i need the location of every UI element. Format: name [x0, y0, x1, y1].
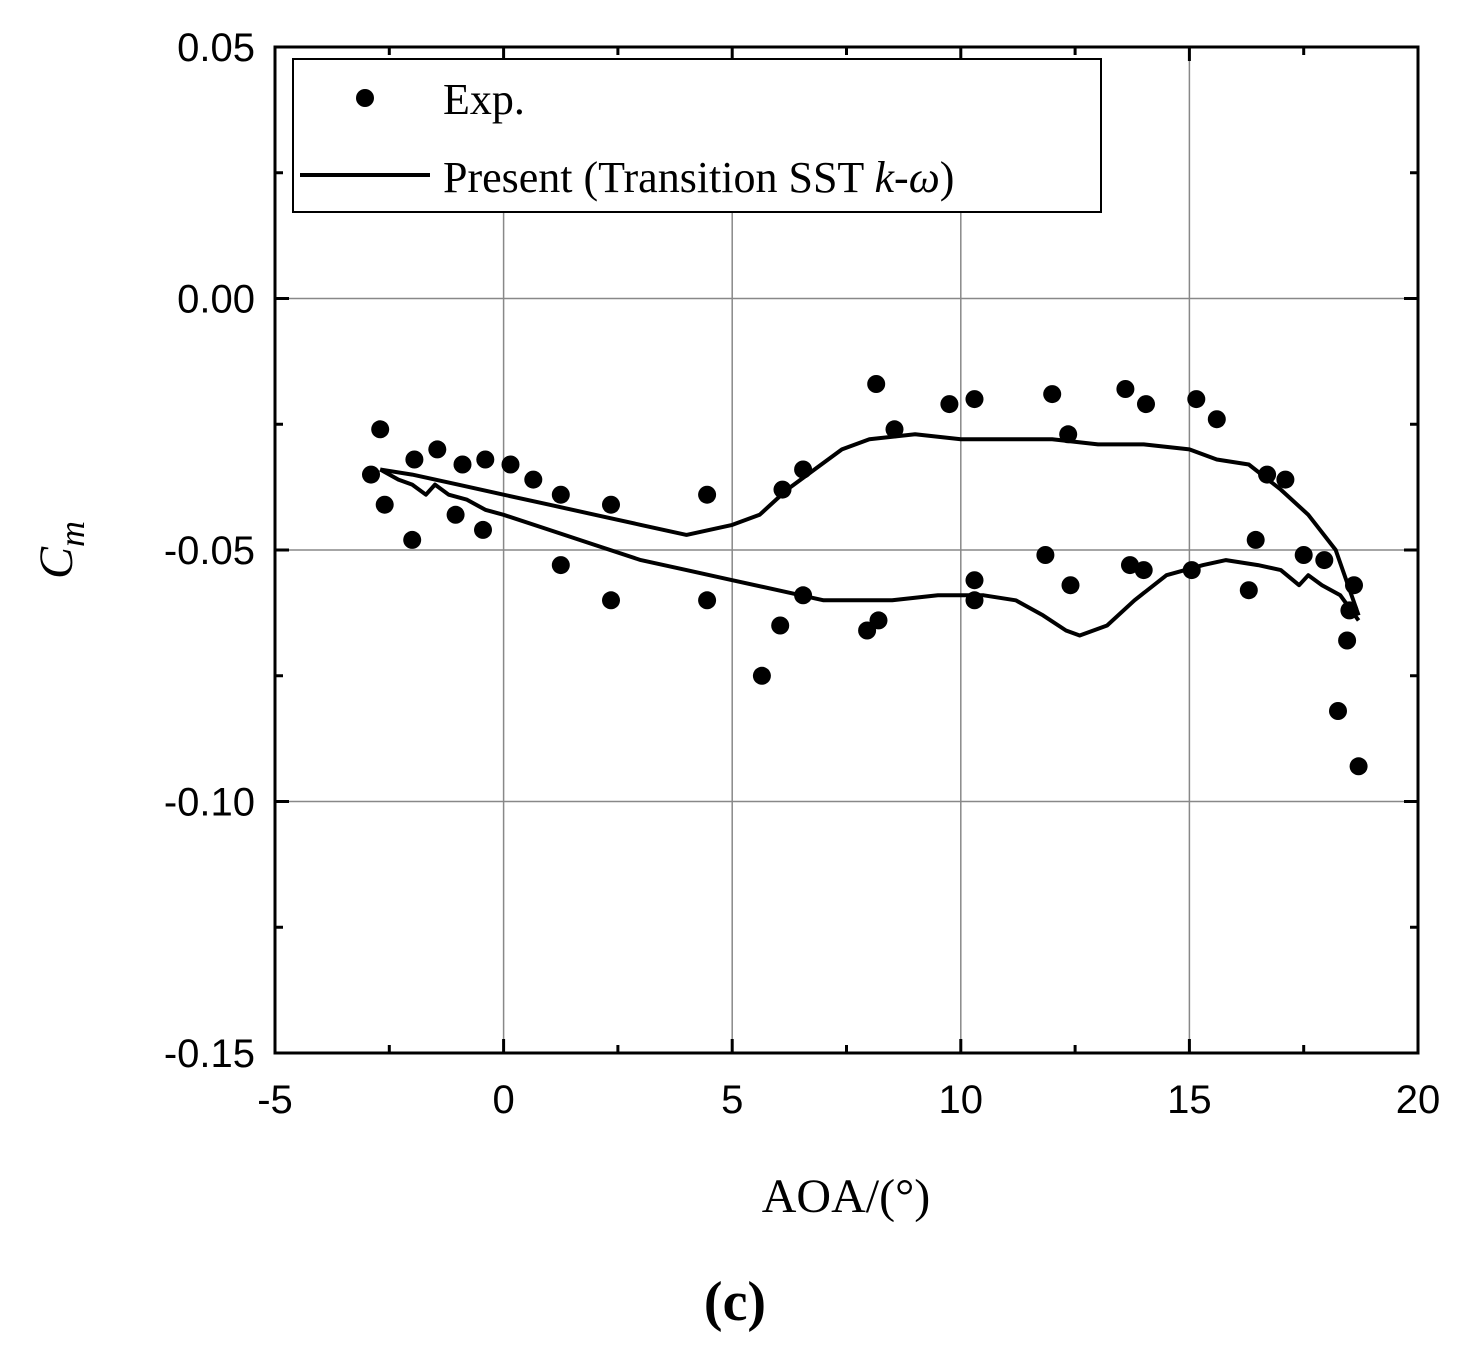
data-point-exp — [1121, 556, 1139, 575]
legend-label-present: Present (Transition SST k-ω) — [443, 153, 954, 202]
y-tick-label: -0.05 — [164, 529, 255, 573]
legend-label-present-prefix: Present (Transition SST — [443, 153, 875, 202]
y-tick-label: -0.10 — [164, 781, 255, 825]
y-tick-label: -0.15 — [164, 1032, 255, 1076]
plot-frame — [273, 45, 1420, 1055]
grid — [275, 47, 1418, 1053]
y-tick-label: 0.00 — [177, 278, 255, 322]
x-tick-label: 15 — [1167, 1078, 1212, 1122]
data-point-exp — [1207, 410, 1226, 429]
data-point-exp — [1246, 530, 1265, 549]
series-lines — [379, 432, 1361, 638]
data-point-exp — [1134, 561, 1153, 580]
data-point-exp — [428, 440, 447, 459]
data-point-exp — [474, 520, 492, 539]
data-point-exp — [965, 571, 984, 590]
legend-box — [292, 58, 1102, 213]
legend-label-exp: Exp. — [443, 75, 525, 124]
data-point-exp — [1329, 702, 1347, 720]
data-point-exp — [794, 586, 813, 605]
data-point-exp — [885, 420, 904, 439]
data-point-exp — [501, 455, 520, 474]
data-point-exp — [965, 591, 984, 610]
data-point-exp — [476, 450, 495, 469]
x-tick-label: 5 — [721, 1078, 743, 1122]
data-point-exp — [1061, 576, 1080, 595]
x-tick-label: 10 — [939, 1078, 984, 1122]
data-point-exp — [940, 395, 959, 414]
series-line-present-2 — [379, 432, 1361, 617]
data-point-exp — [453, 455, 472, 474]
data-point-exp — [1349, 757, 1368, 776]
series-points — [362, 375, 1368, 776]
x-tick-labels: -5 0 5 10 15 20 — [257, 1078, 1440, 1122]
data-point-exp — [698, 485, 717, 504]
x-axis-title: AOA/(°) — [762, 1170, 931, 1223]
y-axis-title-sub: m — [52, 521, 92, 547]
data-point-exp — [1315, 551, 1334, 570]
legend-label-k: k — [875, 153, 896, 202]
data-point-exp — [551, 485, 570, 504]
x-tick-label: -5 — [257, 1078, 293, 1122]
y-tick-label: 0.05 — [177, 26, 255, 70]
legend-label-present-suffix: ) — [940, 153, 955, 202]
data-point-exp — [602, 495, 620, 514]
data-point-exp — [867, 375, 886, 393]
x-tick-label: 20 — [1396, 1078, 1441, 1122]
x-tick-label: 0 — [492, 1078, 514, 1122]
data-point-exp — [1345, 576, 1363, 595]
data-point-exp — [1258, 465, 1277, 484]
data-point-exp — [1338, 631, 1357, 650]
data-point-exp — [1137, 395, 1155, 414]
data-point-exp — [602, 591, 620, 610]
data-point-exp — [403, 530, 422, 549]
data-point-exp — [698, 591, 717, 610]
data-point-exp — [1116, 380, 1135, 398]
data-point-exp — [405, 450, 424, 469]
data-point-exp — [965, 390, 984, 409]
data-point-exp — [375, 495, 394, 514]
series-line-present-1 — [379, 467, 1361, 638]
data-point-exp — [1182, 561, 1201, 580]
legend: Exp. Present (Transition SST k-ω) — [292, 58, 1102, 213]
y-axis-title-main: C — [30, 546, 83, 579]
data-point-exp — [771, 616, 790, 635]
data-point-exp — [446, 505, 465, 524]
figure-caption: (c) — [704, 1271, 766, 1333]
data-point-exp — [362, 465, 380, 484]
data-point-exp — [1276, 470, 1295, 489]
data-point-exp — [794, 460, 813, 479]
legend-marker-exp — [356, 89, 374, 107]
data-point-exp — [371, 420, 390, 439]
y-axis-title: Cm — [30, 521, 92, 579]
data-point-exp — [869, 611, 888, 630]
data-point-exp — [1036, 546, 1055, 564]
data-point-exp — [551, 556, 570, 575]
data-point-exp — [524, 470, 543, 489]
legend-label-omega: ω — [909, 153, 940, 202]
data-point-exp — [1059, 425, 1078, 444]
data-point-exp — [1294, 546, 1313, 564]
y-tick-labels: -0.15 -0.10 -0.05 0.00 0.05 — [164, 26, 255, 1076]
y-axis-title-text: Cm — [30, 521, 92, 579]
data-point-exp — [1340, 601, 1359, 620]
data-point-exp — [1187, 390, 1206, 409]
data-point-exp — [1239, 581, 1258, 600]
legend-label-dash: - — [894, 153, 909, 202]
data-point-exp — [773, 480, 792, 499]
data-point-exp — [752, 666, 771, 685]
data-point-exp — [1043, 385, 1062, 404]
